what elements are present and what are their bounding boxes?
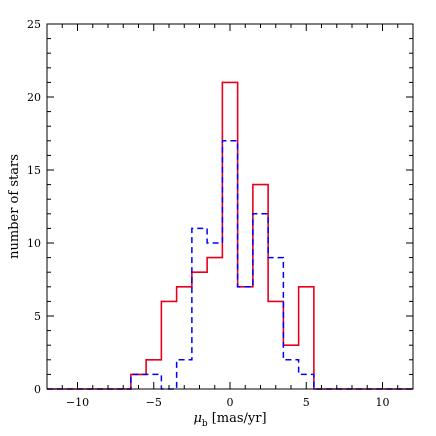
series-solid-line — [47, 81, 413, 390]
x-tick-label: −5 — [146, 396, 162, 409]
x-axis-label: μb [mas/yr] — [193, 411, 266, 429]
x-tick-label: −10 — [66, 396, 89, 409]
x-axis-subscript: b — [202, 419, 208, 429]
x-tick-labels: −10 −5 0 5 10 — [66, 396, 390, 409]
x-axis-units: [mas/yr] — [212, 411, 267, 426]
plot-frame — [46, 23, 414, 390]
y-tick-label: 20 — [27, 91, 41, 104]
series-layer — [47, 81, 413, 390]
x-axis-symbol: μ — [193, 411, 201, 426]
y-tick-label: 15 — [27, 164, 41, 177]
y-tick-label: 0 — [34, 383, 41, 396]
y-tick-label: 5 — [34, 310, 41, 323]
y-tick-labels: 0 5 10 15 20 25 — [27, 18, 41, 396]
x-tick-label: 10 — [376, 396, 390, 409]
y-tick-label: 25 — [27, 18, 41, 31]
y-tick-label: 10 — [27, 237, 41, 250]
x-tick-label: 5 — [303, 396, 310, 409]
series-dashed-line — [47, 140, 413, 390]
x-tick-label: 0 — [227, 396, 234, 409]
y-axis-label: number of stars — [7, 154, 22, 259]
ticks-layer — [46, 23, 414, 390]
